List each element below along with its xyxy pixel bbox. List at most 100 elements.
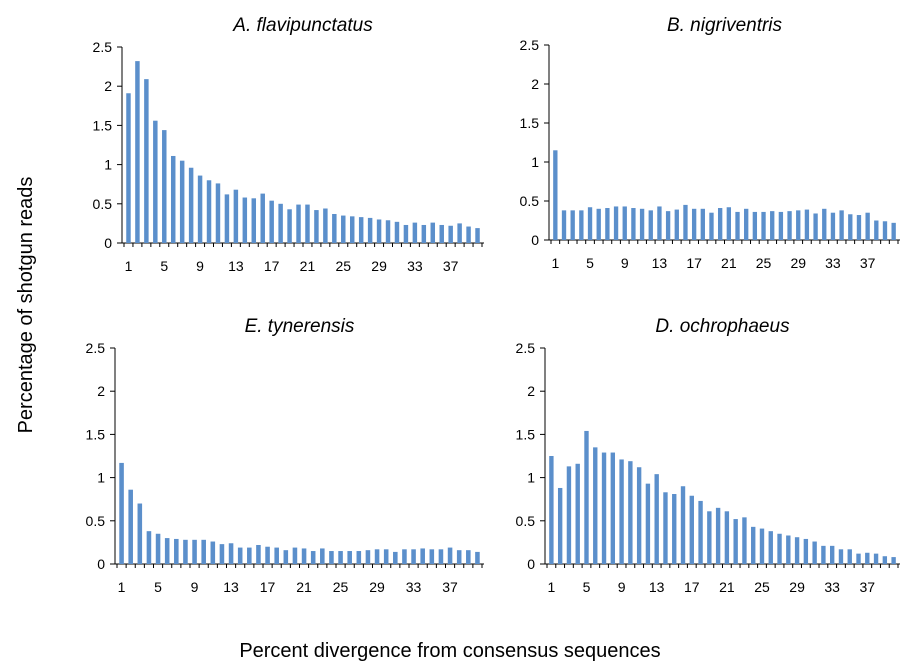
bar (561, 210, 567, 240)
bar (183, 539, 188, 564)
bar (622, 206, 627, 240)
bar (420, 548, 425, 564)
bar (274, 547, 279, 564)
bar (320, 548, 325, 564)
bar (698, 500, 703, 564)
x-tick-label: 13 (223, 579, 239, 595)
x-axis-title: Percent divergence from consensus sequen… (239, 640, 660, 662)
bar (778, 211, 784, 240)
x-tick-label: 5 (160, 258, 168, 274)
bar (367, 217, 373, 243)
y-tick-label: 0 (531, 232, 539, 248)
y-tick-label: 2.5 (516, 340, 536, 356)
bar (170, 155, 176, 243)
y-tick-label: 2 (531, 76, 539, 92)
bar (421, 224, 427, 243)
bar (323, 208, 328, 243)
bar (466, 226, 471, 243)
chart-panel: D. ochrophaeus 0 0.5 1 1.5 2 2.5 1 5 9 13 17 21 25 29 3… (516, 316, 900, 595)
bar (278, 203, 283, 243)
x-tick-label: 33 (406, 579, 422, 595)
bar (162, 130, 167, 243)
bar (256, 544, 261, 564)
bar (674, 209, 679, 240)
x-tick-label: 21 (721, 255, 737, 271)
y-tick-label: 0 (104, 235, 112, 251)
bar (192, 539, 197, 564)
bar (549, 456, 554, 564)
bar (329, 551, 334, 564)
bar (665, 211, 671, 240)
bar (215, 183, 221, 243)
bar (251, 198, 257, 243)
bar (188, 167, 194, 243)
bar (654, 474, 659, 564)
bar (605, 208, 610, 240)
bar (210, 541, 216, 564)
chart-panel: B. nigriventris 0 0.5 1 1.5 2 2.5 1 5 9 13 17 21 25 29… (520, 15, 900, 271)
bar (752, 211, 758, 240)
bar (812, 541, 817, 564)
y-tick-label: 1 (527, 470, 535, 486)
panel-title: B. nigriventris (667, 15, 783, 36)
x-tick-label: 9 (621, 255, 629, 271)
bar (126, 93, 131, 243)
bar (856, 553, 861, 564)
x-tick-label: 21 (719, 579, 735, 595)
bar (700, 208, 705, 240)
bar (403, 224, 409, 243)
x-tick-label: 9 (196, 258, 204, 274)
bar (601, 452, 607, 564)
bar (557, 487, 563, 564)
bar (197, 175, 203, 243)
x-tick-label: 37 (860, 255, 876, 271)
bar (447, 547, 453, 564)
bar (228, 543, 234, 564)
bar (735, 211, 740, 240)
bar (347, 551, 352, 564)
bar (751, 526, 756, 564)
bar (429, 549, 435, 564)
bar (385, 220, 391, 243)
bar (777, 533, 782, 564)
bar (393, 551, 398, 564)
bar (224, 194, 230, 243)
y-tick-label: 0.5 (520, 193, 540, 209)
bar (358, 217, 364, 243)
bar (376, 219, 382, 243)
bar (744, 208, 749, 240)
bar (305, 204, 310, 243)
bar (645, 483, 651, 564)
bar (865, 552, 870, 564)
bar (847, 549, 852, 564)
y-tick-label: 1.5 (520, 115, 540, 131)
bar (610, 452, 616, 564)
y-tick-label: 1.5 (93, 117, 113, 133)
y-tick-label: 0.5 (86, 513, 106, 529)
y-tick-label: 2.5 (93, 39, 113, 55)
bar (402, 549, 407, 564)
bar (155, 533, 161, 564)
bar (448, 225, 453, 243)
bar (709, 212, 714, 240)
bar (830, 212, 836, 240)
bar (804, 209, 810, 240)
y-tick-label: 2 (527, 383, 535, 399)
x-tick-label: 37 (859, 579, 875, 595)
bar (247, 547, 252, 564)
y-tick-label: 2 (104, 78, 112, 94)
bar (726, 207, 732, 240)
y-tick-label: 1 (104, 157, 112, 173)
bar (365, 550, 371, 564)
bar (691, 208, 697, 240)
bar (341, 215, 346, 243)
bar (874, 220, 879, 240)
x-tick-label: 25 (756, 255, 772, 271)
bar (430, 222, 436, 243)
y-tick-label: 0 (527, 556, 535, 572)
bar (619, 459, 624, 564)
bar (296, 204, 301, 243)
x-tick-label: 33 (825, 255, 841, 271)
x-tick-label: 29 (371, 258, 387, 274)
